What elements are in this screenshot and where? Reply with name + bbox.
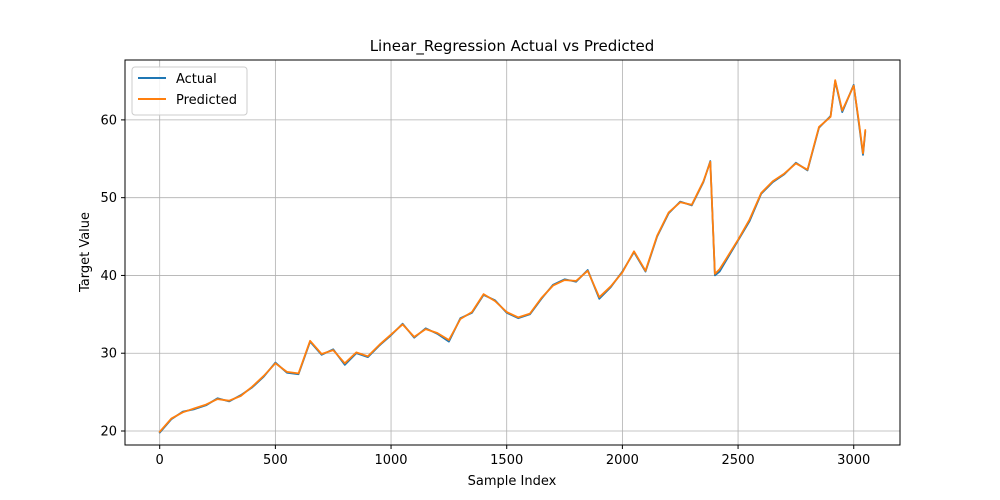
x-tick-label: 2500 [722,453,755,468]
series-line-predicted [158,79,867,433]
y-tick-label: 60 [100,113,117,128]
y-axis-label: Target Value [78,212,93,293]
ticks: 0 500 1000 1500 2000 2500 3000 20 30 40 50 60 [100,113,870,468]
legend-label-actual: Actual [176,72,217,87]
chart-title: Linear_Regression Actual vs Predicted [370,37,655,56]
y-tick-label: 20 [100,425,117,440]
x-tick-label: 1000 [374,453,407,468]
grid [125,60,900,445]
x-tick-label: 3000 [837,453,870,468]
y-tick-label: 30 [100,347,117,362]
x-tick-label: 2000 [606,453,639,468]
x-tick-label: 0 [156,453,164,468]
series-layer [158,79,867,434]
x-tick-label: 1500 [490,453,523,468]
y-tick-label: 40 [100,269,117,284]
legend-label-predicted: Predicted [176,93,237,108]
x-tick-label: 500 [263,453,288,468]
plot-area [125,60,900,445]
y-tick-label: 50 [100,191,117,206]
x-axis-label: Sample Index [468,474,557,489]
plot-frame [124,59,901,446]
legend: Actual Predicted [131,66,248,116]
